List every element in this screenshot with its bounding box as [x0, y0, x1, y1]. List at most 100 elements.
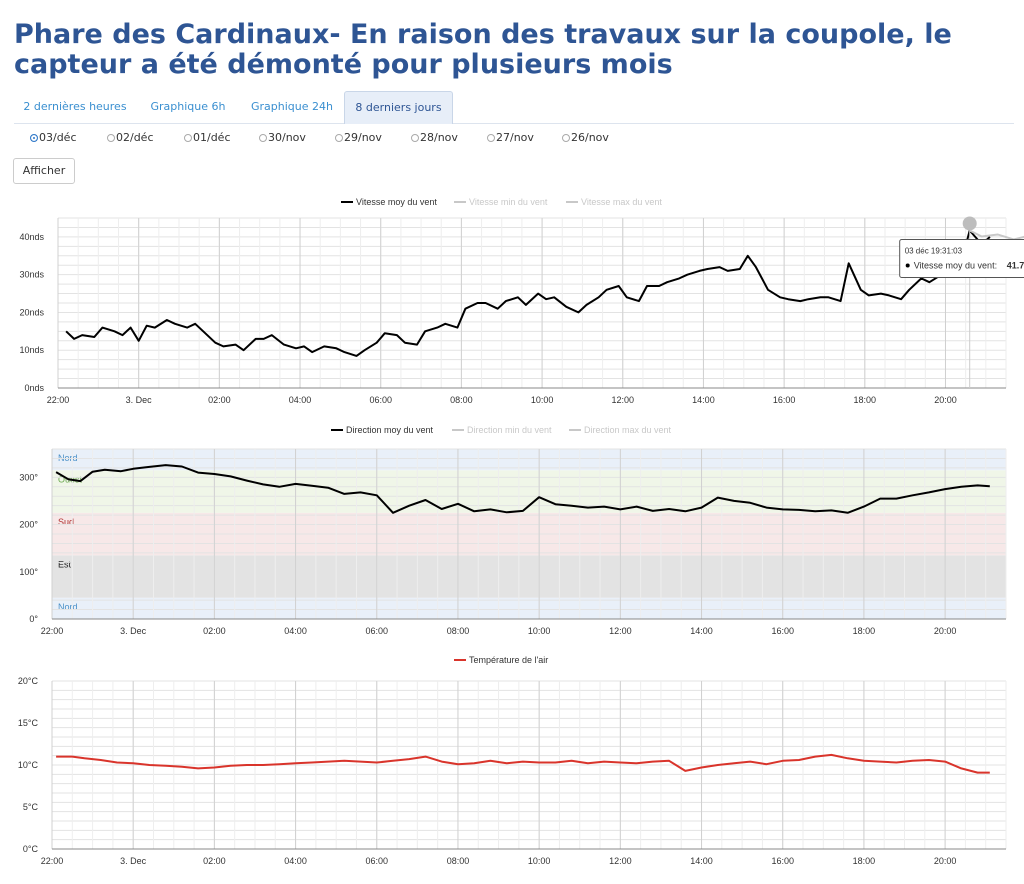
max-series-line [969, 229, 1024, 241]
y-tick-label: 0° [29, 614, 38, 624]
x-tick-label: 02:00 [203, 626, 226, 636]
x-tick-label: 04:00 [289, 395, 312, 405]
tooltip-time: 03 déc 19:31:03 [905, 246, 963, 255]
radio-icon [411, 134, 419, 142]
x-tick-label: 06:00 [366, 856, 389, 866]
y-tick-label: 200° [19, 520, 38, 530]
radio-selected-icon [30, 134, 38, 142]
series-line [56, 753, 990, 774]
tooltip-value: 41.7nds [1007, 260, 1024, 270]
series-line [65, 229, 991, 357]
day-radio-label: 29/nov [344, 131, 382, 144]
x-tick-label: 08:00 [450, 395, 473, 405]
y-tick-label: 15°C [18, 718, 39, 728]
x-tick-label: 02:00 [208, 395, 231, 405]
day-radio-label: 01/déc [193, 131, 231, 144]
y-tick-label: 20°C [18, 676, 39, 686]
y-tick-label: 0nds [24, 383, 44, 393]
legend-item: Vitesse moy du vent [356, 197, 437, 207]
day-radio-01dec[interactable]: 01/déc [184, 131, 231, 147]
legend-item: Température de l'air [469, 655, 548, 665]
x-tick-label: 16:00 [773, 395, 796, 405]
x-tick-label: 14:00 [692, 395, 715, 405]
x-tick-label: 12:00 [612, 395, 635, 405]
radio-icon [184, 134, 192, 142]
band-est [52, 555, 1006, 598]
tooltip-bullet [905, 263, 910, 268]
x-tick-label: 04:00 [284, 626, 307, 636]
x-tick-label: 20:00 [934, 626, 957, 636]
radio-icon [562, 134, 570, 142]
page-title: Phare des Cardinaux- En raison des trava… [14, 19, 952, 80]
band-nord [52, 597, 1006, 619]
x-tick-label: 14:00 [690, 626, 713, 636]
day-radio-28nov[interactable]: 28/nov [411, 131, 458, 147]
x-tick-label: 12:00 [609, 626, 632, 636]
y-tick-label: 100° [19, 567, 38, 577]
y-tick-label: 40nds [19, 232, 44, 242]
day-radio-27nov[interactable]: 27/nov [487, 131, 534, 147]
day-radio-26nov[interactable]: 26/nov [562, 131, 609, 147]
band-label: Est [58, 559, 72, 569]
x-tick-label: 16:00 [771, 626, 794, 636]
hover-marker [962, 216, 977, 231]
tab-8-days[interactable]: 8 derniers jours [344, 91, 453, 124]
legend-item: Vitesse max du vent [581, 197, 662, 207]
y-tick-label: 30nds [19, 270, 44, 280]
y-tick-label: 20nds [19, 307, 44, 317]
radio-icon [487, 134, 495, 142]
tab-bar: 2 dernières heures Graphique 6h Graphiqu… [14, 91, 1014, 124]
x-tick-label: 16:00 [771, 856, 794, 866]
y-tick-label: 5°C [23, 802, 39, 812]
y-tick-label: 300° [19, 472, 38, 482]
day-radio-02dec[interactable]: 02/déc [107, 131, 154, 147]
y-tick-label: 10°C [18, 760, 39, 770]
band-nord [52, 449, 1006, 471]
x-tick-label: 10:00 [528, 626, 551, 636]
x-tick-label: 18:00 [854, 395, 877, 405]
tab-6h[interactable]: Graphique 6h [150, 100, 226, 113]
x-tick-label: 18:00 [853, 856, 876, 866]
band-label: Sud [58, 517, 74, 527]
tooltip-box [899, 238, 1024, 278]
x-tick-label: 06:00 [366, 626, 389, 636]
legend-item: Direction moy du vent [346, 425, 434, 435]
legend-item: Direction max du vent [584, 425, 672, 435]
show-button[interactable]: Afficher [13, 158, 75, 184]
x-tick-label: 08:00 [447, 626, 470, 636]
day-radio-label: 27/nov [496, 131, 534, 144]
x-tick-label: 10:00 [528, 856, 551, 866]
day-radio-29nov[interactable]: 29/nov [335, 131, 382, 147]
x-tick-label: 3. Dec [126, 395, 153, 405]
x-tick-label: 12:00 [609, 856, 632, 866]
day-radio-label: 02/déc [116, 131, 154, 144]
x-tick-label: 22:00 [41, 626, 64, 636]
x-tick-label: 02:00 [203, 856, 226, 866]
tooltip: 03 déc 19:31:03 Vitesse moy du vent: 41.7n… [899, 238, 1024, 278]
x-tick-label: 04:00 [284, 856, 307, 866]
band-label: Nord [58, 602, 78, 612]
x-tick-label: 08:00 [447, 856, 470, 866]
tab-24h[interactable]: Graphique 24h [251, 100, 333, 113]
x-tick-label: 22:00 [41, 856, 64, 866]
tooltip-label: Vitesse moy du vent: [914, 260, 997, 270]
x-tick-label: 20:00 [934, 395, 957, 405]
x-tick-label: 22:00 [47, 395, 70, 405]
day-radio-label: 30/nov [268, 131, 306, 144]
day-radio-30nov[interactable]: 30/nov [259, 131, 306, 147]
legend-item: Direction min du vent [467, 425, 552, 435]
x-tick-label: 20:00 [934, 856, 957, 866]
x-tick-label: 06:00 [369, 395, 392, 405]
radio-icon [335, 134, 343, 142]
radio-icon [107, 134, 115, 142]
day-radio-label: 26/nov [571, 131, 609, 144]
day-radio-label: 28/nov [420, 131, 458, 144]
y-tick-label: 10nds [19, 345, 44, 355]
legend-item: Vitesse min du vent [469, 197, 548, 207]
tab-2h[interactable]: 2 dernières heures [23, 100, 127, 113]
x-tick-label: 10:00 [531, 395, 554, 405]
day-radio-03dec[interactable]: 03/déc [30, 131, 77, 147]
air-temperature-chart: 0°C 5°C 10°C 15°C 20°C 22:00 3. Dec 02:00 04:00 0… [18, 655, 1007, 866]
wind-speed-chart: 0nds 10nds 20nds 30nds 40nds 22:00 3. Dec 02:00… [19, 197, 1024, 405]
x-tick-label: 3. Dec [120, 626, 147, 636]
